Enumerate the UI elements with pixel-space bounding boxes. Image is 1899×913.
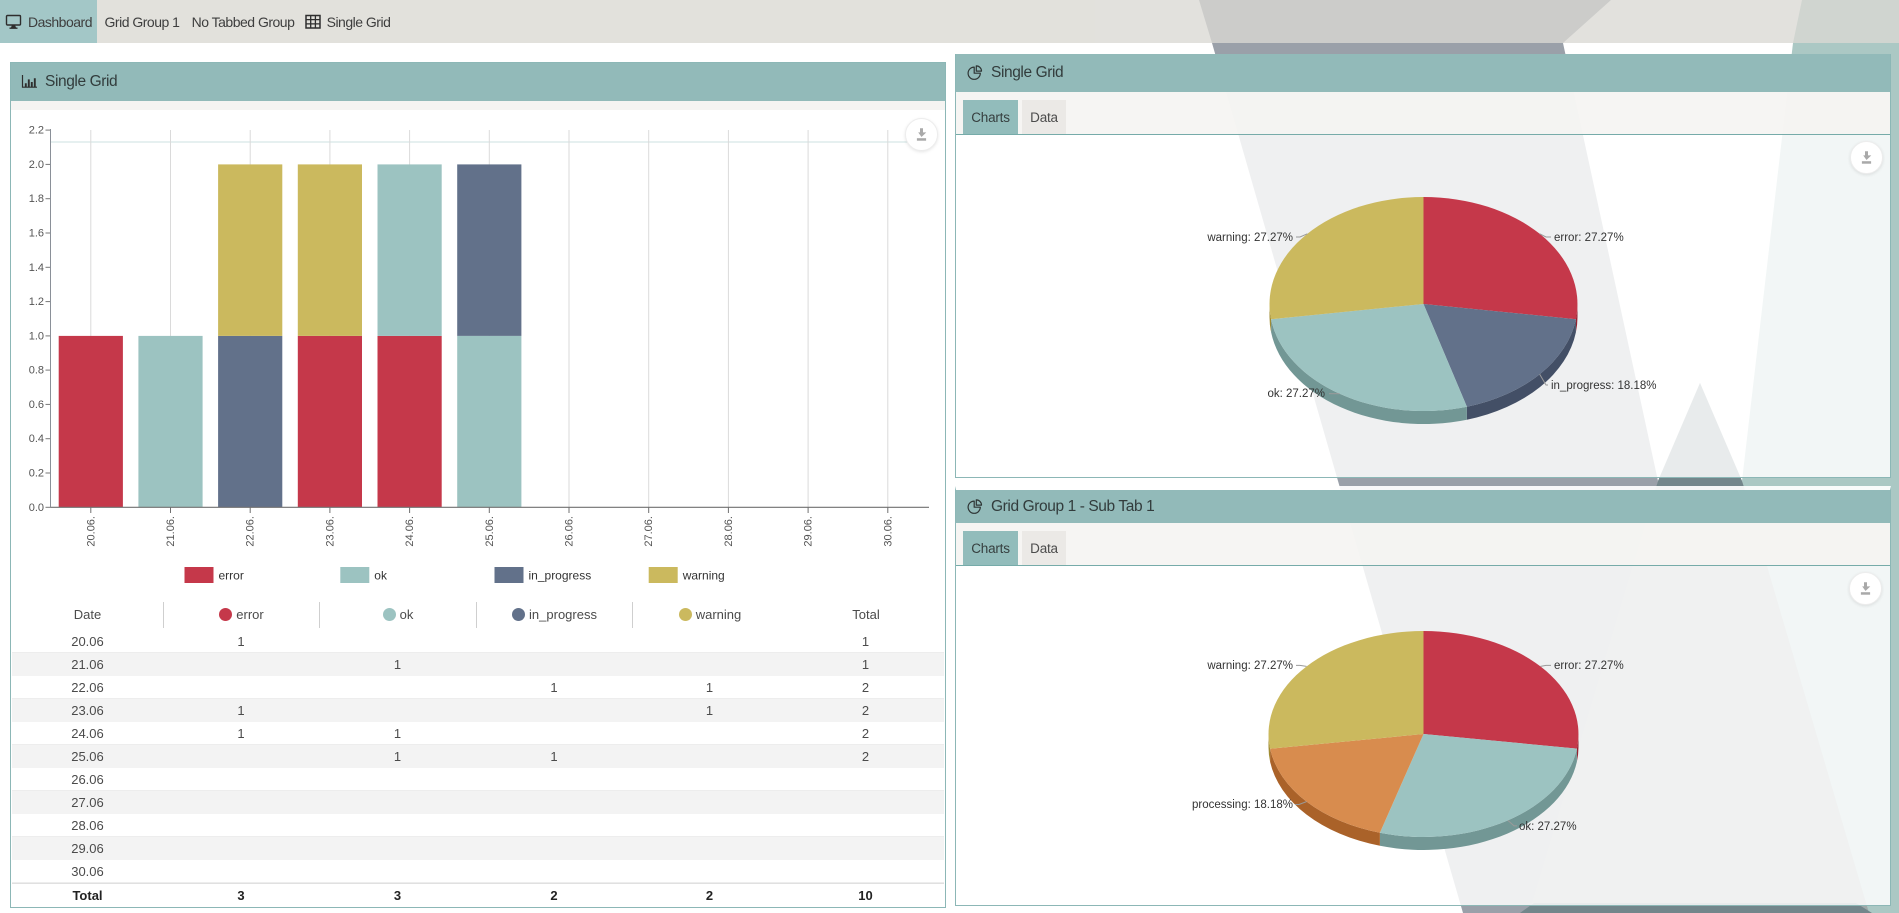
svg-text:29.06.: 29.06. bbox=[803, 516, 815, 547]
svg-text:21.06.: 21.06. bbox=[165, 516, 177, 547]
svg-text:ok: 27.27%: ok: 27.27% bbox=[1267, 388, 1325, 400]
svg-text:24.06.: 24.06. bbox=[404, 516, 416, 547]
svg-text:error: 27.27%: error: 27.27% bbox=[1554, 232, 1624, 244]
svg-text:1.6: 1.6 bbox=[29, 228, 44, 240]
svg-text:2.0: 2.0 bbox=[29, 159, 44, 171]
svg-text:0.8: 0.8 bbox=[29, 365, 44, 377]
svg-text:0.6: 0.6 bbox=[29, 399, 44, 411]
svg-text:in_progress: in_progress bbox=[529, 569, 592, 583]
svg-text:20.06.: 20.06. bbox=[85, 516, 97, 547]
svg-text:0.4: 0.4 bbox=[29, 433, 44, 445]
svg-text:in_progress: 18.18%: in_progress: 18.18% bbox=[1551, 380, 1656, 392]
svg-text:1.2: 1.2 bbox=[29, 296, 44, 308]
svg-text:28.06.: 28.06. bbox=[723, 516, 735, 547]
svg-text:ok: ok bbox=[374, 569, 388, 583]
svg-text:processing: 18.18%: processing: 18.18% bbox=[1192, 799, 1293, 811]
svg-text:ok: 27.27%: ok: 27.27% bbox=[1519, 821, 1577, 833]
svg-text:warning: 27.27%: warning: 27.27% bbox=[1206, 232, 1293, 244]
svg-text:22.06.: 22.06. bbox=[245, 516, 257, 547]
svg-text:27.06.: 27.06. bbox=[643, 516, 655, 547]
svg-text:26.06.: 26.06. bbox=[564, 516, 576, 547]
svg-text:1.0: 1.0 bbox=[29, 330, 44, 342]
svg-text:2.2: 2.2 bbox=[29, 125, 44, 137]
svg-text:warning: warning bbox=[682, 569, 725, 583]
svg-text:1.8: 1.8 bbox=[29, 193, 44, 205]
svg-text:warning: 27.27%: warning: 27.27% bbox=[1206, 660, 1293, 672]
svg-text:0.2: 0.2 bbox=[29, 468, 44, 480]
svg-text:1.4: 1.4 bbox=[29, 262, 44, 274]
svg-text:0.0: 0.0 bbox=[29, 502, 44, 514]
svg-text:30.06.: 30.06. bbox=[882, 516, 894, 547]
svg-text:25.06.: 25.06. bbox=[484, 516, 496, 547]
svg-text:23.06.: 23.06. bbox=[324, 516, 336, 547]
svg-text:error: error bbox=[219, 569, 244, 583]
svg-text:error: 27.27%: error: 27.27% bbox=[1554, 660, 1624, 672]
